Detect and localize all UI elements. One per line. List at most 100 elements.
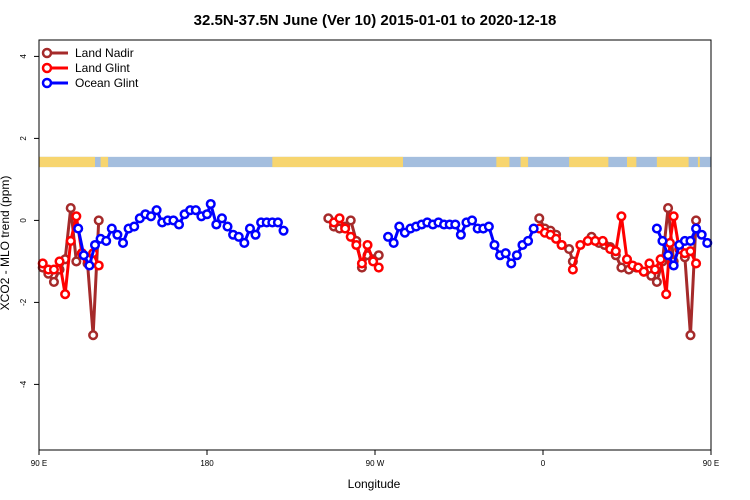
data-point — [534, 213, 545, 224]
data-point — [373, 250, 384, 261]
y-tick-label: -2 — [19, 298, 28, 306]
data-point — [685, 330, 696, 341]
data-point — [696, 229, 707, 240]
data-point — [101, 235, 112, 246]
data-point — [112, 229, 123, 240]
data-point — [388, 237, 399, 248]
data-point — [661, 289, 672, 300]
data-point — [93, 215, 104, 226]
y-axis-label: XCO2 - MLO trend (ppm) — [0, 176, 12, 311]
data-point — [528, 223, 539, 234]
data-point — [145, 211, 157, 222]
data-point — [345, 215, 356, 226]
data-point — [117, 237, 129, 248]
data-point — [272, 217, 283, 228]
data-point — [340, 223, 351, 234]
data-point — [691, 223, 702, 234]
data-point — [489, 239, 500, 251]
data-point — [173, 219, 185, 230]
legend-marker — [41, 62, 53, 74]
axis-ticks: 90 E 180 90 W 0 90 E -4 -2 0 2 4 — [19, 54, 719, 468]
data-point — [685, 246, 696, 257]
data-point — [657, 235, 668, 246]
legend-label: Ocean Glint — [75, 76, 139, 90]
data-point — [663, 203, 674, 214]
legend-label: Land Nadir — [75, 46, 134, 60]
data-point — [211, 219, 222, 230]
data-point — [691, 215, 702, 226]
data-point — [73, 223, 84, 234]
data-point — [71, 256, 82, 267]
data-point — [616, 211, 627, 222]
data-point — [84, 260, 95, 271]
data-point — [239, 237, 250, 248]
x-axis-label: Longitude — [348, 477, 401, 491]
data-point — [500, 248, 511, 259]
data-point — [483, 221, 494, 232]
data-point — [71, 211, 82, 222]
data-point — [351, 239, 362, 251]
data-point — [93, 260, 104, 271]
data-point — [668, 260, 679, 271]
x-tick-label: 90 W — [366, 459, 385, 468]
data-point — [523, 235, 534, 246]
land-segment — [656, 156, 689, 168]
data-point — [455, 229, 466, 240]
data-point — [65, 203, 76, 214]
data-point — [222, 221, 233, 232]
data-point — [205, 198, 216, 210]
data-point — [597, 235, 608, 246]
data-point — [383, 231, 394, 242]
data-point — [638, 266, 649, 277]
data-point — [334, 213, 345, 224]
series-layer — [37, 198, 713, 341]
data-point — [368, 256, 379, 267]
data-point — [610, 246, 621, 257]
data-point — [649, 264, 661, 275]
data-point — [644, 258, 655, 269]
legend-marker — [41, 77, 53, 89]
data-point — [151, 205, 162, 216]
land-segment — [272, 156, 403, 168]
data-point — [506, 258, 517, 269]
data-point — [190, 205, 201, 216]
data-point — [373, 262, 384, 273]
data-point — [621, 254, 633, 265]
data-point — [129, 221, 140, 232]
data-point — [567, 264, 578, 275]
land-ocean-band — [39, 156, 711, 168]
x-tick-label: 90 E — [703, 459, 719, 468]
series-2 — [73, 198, 713, 271]
data-point — [65, 235, 76, 246]
data-point — [356, 258, 367, 269]
plot-frame — [38, 39, 712, 451]
data-point — [345, 231, 356, 242]
land-segment — [627, 156, 637, 168]
data-point — [48, 264, 59, 275]
data-point — [655, 254, 666, 265]
data-point — [216, 213, 227, 224]
data-point — [668, 211, 679, 222]
data-point — [278, 225, 289, 236]
x-tick-label: 180 — [200, 459, 214, 468]
y-tick-label: -4 — [19, 380, 28, 388]
y-tick-label: 0 — [19, 218, 28, 223]
data-point — [60, 289, 71, 300]
data-point — [244, 223, 255, 234]
data-point — [88, 330, 99, 341]
land-segment — [100, 156, 109, 168]
data-point — [575, 239, 586, 251]
data-point — [54, 256, 65, 267]
data-point — [201, 209, 213, 220]
data-point — [78, 250, 89, 261]
land-segment — [697, 156, 700, 168]
land-segment — [496, 156, 510, 168]
legend-label: Land Glint — [75, 61, 130, 75]
chart-title: 32.5N-37.5N June (Ver 10) 2015-01-01 to … — [194, 12, 557, 29]
data-point — [651, 276, 662, 287]
land-segment — [39, 156, 95, 168]
x-tick-label: 0 — [541, 459, 546, 468]
